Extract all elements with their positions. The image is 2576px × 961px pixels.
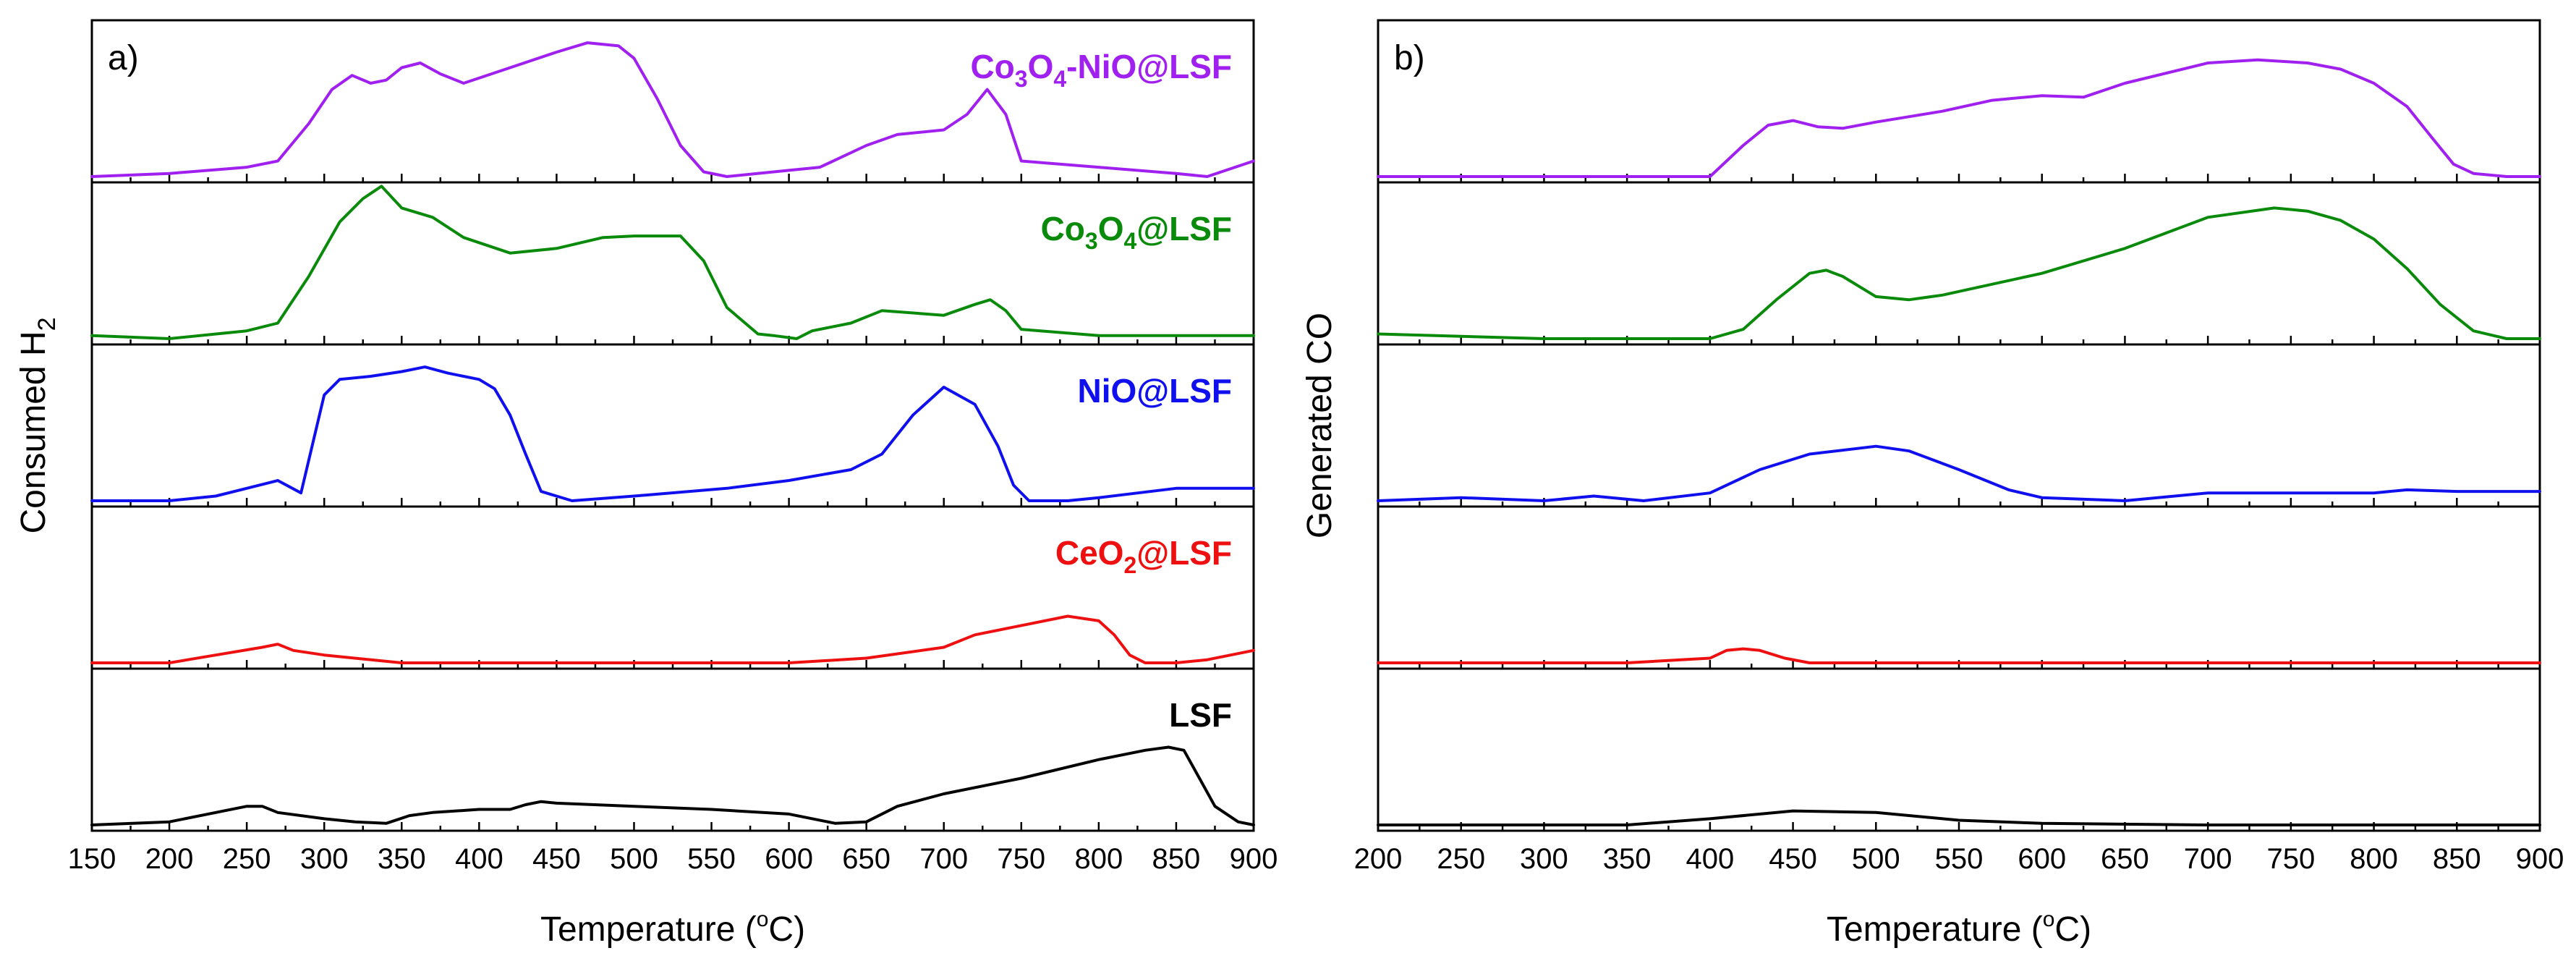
x-tick-label: 200 — [1354, 843, 1403, 875]
x-tick-label: 450 — [1769, 843, 1817, 875]
panel-a: 150 200 250 300 350 400 450 500 550 600 650 700 750 8… — [14, 19, 1278, 949]
x-tick-label: 750 — [997, 843, 1045, 875]
x-tick-label: 650 — [842, 843, 890, 875]
x-tick-label: 900 — [1230, 843, 1278, 875]
y-axis-label: Consumed H2 — [14, 317, 61, 533]
x-tick-label: 200 — [145, 843, 194, 875]
x-tick-label: 600 — [2018, 843, 2066, 875]
x-tick-label: 350 — [1603, 843, 1652, 875]
x-tick-label: 250 — [223, 843, 271, 875]
series-label: NiO@LSF — [1077, 372, 1232, 410]
panel-letter: b) — [1394, 39, 1425, 77]
x-axis-label: Temperature (oC) — [1827, 907, 2091, 949]
plot-frame — [90, 19, 1255, 832]
x-tick-label: 350 — [378, 843, 426, 875]
series-curve-lsf — [90, 745, 1255, 826]
panel-b: 200 250 300 350 400 450 500 550 600 650 700 750 800 8… — [1301, 19, 2564, 949]
series-curve-co3o4-nio-lsf — [1377, 58, 2541, 178]
series-label: CeO2@LSF — [1055, 534, 1232, 578]
x-tick-label: 500 — [1852, 843, 1900, 875]
x-tick-label: 700 — [2184, 843, 2232, 875]
y-axis-label: Generated CO — [1301, 313, 1339, 538]
x-tick-label: 850 — [2433, 843, 2481, 875]
series-curve-co3o4-lsf — [90, 185, 1255, 340]
plot-frame — [1377, 19, 2541, 832]
x-tick-label: 900 — [2516, 843, 2564, 875]
x-tick-label: 450 — [532, 843, 581, 875]
x-tick-label: 650 — [2101, 843, 2149, 875]
x-tick-label: 600 — [765, 843, 813, 875]
series-curve-lsf — [1377, 809, 2541, 826]
x-tick-label: 300 — [1520, 843, 1568, 875]
x-tick-label: 800 — [2350, 843, 2398, 875]
series-curve-ceo2-lsf — [90, 614, 1255, 664]
series-curve-co3o4-lsf — [1377, 206, 2541, 340]
x-axis-label: Temperature (oC) — [540, 907, 805, 949]
x-tick-label: 150 — [68, 843, 116, 875]
series-label: Co3O4@LSF — [1041, 210, 1232, 254]
series-curve-co3o4-nio-lsf — [90, 41, 1255, 178]
x-tick-label: 800 — [1074, 843, 1123, 875]
x-tick-label: 250 — [1437, 843, 1485, 875]
series-label: LSF — [1169, 696, 1232, 734]
x-tick-label: 550 — [1935, 843, 1984, 875]
series-curve-ceo2-lsf — [1377, 647, 2541, 664]
x-tick-label: 500 — [610, 843, 658, 875]
x-tick-label: 750 — [2266, 843, 2315, 875]
series-label: Co3O4-NiO@LSF — [970, 48, 1232, 92]
x-tick-label: 850 — [1152, 843, 1201, 875]
x-tick-label: 400 — [455, 843, 503, 875]
panel-letter: a) — [108, 39, 139, 77]
x-tick-label: 700 — [919, 843, 968, 875]
series-curve-nio-lsf — [90, 365, 1255, 502]
x-tick-label: 300 — [300, 843, 349, 875]
series-curve-nio-lsf — [1377, 444, 2541, 502]
x-tick-label: 400 — [1686, 843, 1734, 875]
x-tick-label: 550 — [687, 843, 736, 875]
